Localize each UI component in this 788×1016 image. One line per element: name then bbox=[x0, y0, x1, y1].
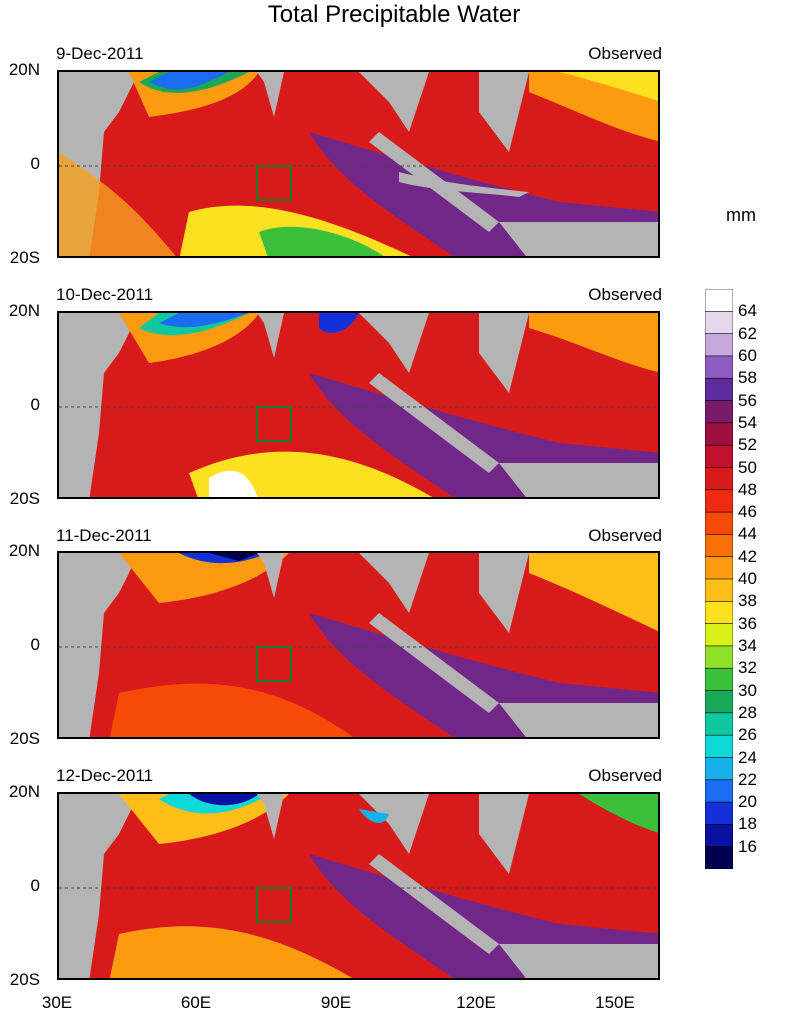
lat-label-20s: 20S bbox=[9, 248, 40, 267]
colorbar-label: 46 bbox=[738, 502, 757, 522]
map-panel-4 bbox=[57, 792, 660, 980]
colorbar-swatch bbox=[704, 623, 734, 647]
colorbar-swatch bbox=[704, 779, 734, 803]
lon-label-90e: 90E bbox=[320, 993, 352, 1012]
map-panel-1 bbox=[57, 70, 660, 258]
colorbar-label: 44 bbox=[738, 524, 757, 544]
lat-label-20s: 20S bbox=[9, 729, 40, 748]
panel-3-date: 11-Dec-2011 bbox=[56, 526, 152, 545]
colorbar-label: 18 bbox=[738, 814, 757, 834]
map-panel-2-image bbox=[59, 313, 658, 497]
colorbar-swatch bbox=[704, 333, 734, 357]
colorbar-label: 60 bbox=[738, 345, 757, 365]
colorbar-swatch bbox=[704, 690, 734, 714]
colorbar-label: 24 bbox=[738, 747, 757, 767]
colorbar-swatch bbox=[704, 444, 734, 469]
colorbar-label: 42 bbox=[738, 546, 757, 566]
panel-3-status: Observed bbox=[588, 526, 662, 545]
colorbar-swatch bbox=[704, 645, 734, 670]
lon-label-60e: 60E bbox=[180, 993, 212, 1012]
colorbar-label: 34 bbox=[738, 635, 757, 655]
map-panel-3-image bbox=[59, 553, 658, 737]
colorbar-swatch bbox=[704, 757, 734, 781]
colorbar-label: 26 bbox=[738, 725, 757, 745]
colorbar-swatch bbox=[704, 355, 734, 380]
colorbar bbox=[704, 288, 734, 870]
lat-label-20s: 20S bbox=[9, 970, 40, 989]
colorbar-swatch bbox=[704, 534, 734, 558]
colorbar-label: 64 bbox=[738, 301, 757, 321]
colorbar-units: mm bbox=[726, 205, 756, 225]
lat-label-20n: 20N bbox=[8, 541, 40, 560]
colorbar-label: 40 bbox=[738, 569, 757, 588]
colorbar-swatch bbox=[704, 824, 734, 848]
colorbar-swatch bbox=[704, 511, 734, 536]
chart-title: Total Precipitable Water bbox=[267, 1, 521, 28]
colorbar-swatch bbox=[704, 377, 734, 402]
colorbar-label: 56 bbox=[738, 390, 757, 410]
panel-2-date: 10-Dec-2011 bbox=[56, 285, 154, 304]
lat-label-eq: 0 bbox=[30, 154, 40, 173]
panel-1-status: Observed bbox=[588, 44, 662, 63]
lon-label-120e: 120E bbox=[456, 993, 496, 1012]
colorbar-label: 20 bbox=[738, 792, 757, 812]
panel-1-date: 9-Dec-2011 bbox=[56, 44, 144, 63]
colorbar-label: 48 bbox=[738, 479, 757, 499]
map-panel-4-image bbox=[59, 794, 658, 978]
colorbar-swatch bbox=[704, 422, 734, 446]
colorbar-label: 28 bbox=[738, 702, 757, 722]
colorbar-label: 22 bbox=[738, 769, 757, 789]
colorbar-label: 50 bbox=[738, 457, 757, 477]
colorbar-label: 58 bbox=[738, 368, 757, 388]
colorbar-label: 16 bbox=[738, 836, 757, 856]
colorbar-swatch bbox=[704, 801, 734, 826]
map-panel-1-image bbox=[59, 72, 658, 256]
lat-label-20n: 20N bbox=[8, 60, 40, 79]
colorbar-swatch bbox=[704, 556, 734, 580]
colorbar-label: 52 bbox=[738, 435, 757, 455]
colorbar-swatch bbox=[704, 578, 734, 603]
lat-label-eq: 0 bbox=[30, 635, 40, 654]
lat-label-eq: 0 bbox=[30, 876, 40, 895]
colorbar-swatch bbox=[704, 467, 734, 491]
colorbar-label: 54 bbox=[738, 412, 757, 432]
colorbar-label: 62 bbox=[738, 323, 757, 343]
map-panel-2 bbox=[57, 311, 660, 499]
map-panel-3 bbox=[57, 551, 660, 739]
colorbar-swatch bbox=[704, 734, 734, 759]
panel-2-status: Observed bbox=[588, 285, 662, 304]
colorbar-label: 30 bbox=[738, 680, 757, 700]
colorbar-swatch bbox=[704, 489, 734, 513]
colorbar-swatch bbox=[704, 667, 734, 692]
panel-4-date: 12-Dec-2011 bbox=[56, 766, 154, 785]
colorbar-swatch bbox=[704, 400, 734, 424]
colorbar-label: 32 bbox=[738, 658, 757, 678]
colorbar-swatch bbox=[704, 288, 734, 313]
colorbar-swatch bbox=[704, 601, 734, 625]
lon-label-30e: 30E bbox=[41, 993, 73, 1012]
colorbar-label: 38 bbox=[738, 591, 757, 611]
lon-label-150e: 150E bbox=[595, 993, 635, 1012]
lat-label-20n: 20N bbox=[8, 782, 40, 801]
lat-label-20n: 20N bbox=[8, 301, 40, 320]
lat-label-eq: 0 bbox=[30, 395, 40, 414]
panel-4-status: Observed bbox=[588, 766, 662, 785]
colorbar-swatch bbox=[704, 846, 734, 870]
colorbar-swatches bbox=[704, 288, 734, 870]
colorbar-swatch bbox=[704, 712, 734, 736]
colorbar-swatch bbox=[704, 311, 734, 335]
colorbar-label: 36 bbox=[738, 613, 757, 633]
lat-label-20s: 20S bbox=[9, 489, 40, 508]
